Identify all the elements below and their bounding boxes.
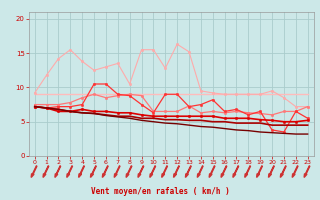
Text: Vent moyen/en rafales ( km/h ): Vent moyen/en rafales ( km/h ) [91, 187, 229, 196]
